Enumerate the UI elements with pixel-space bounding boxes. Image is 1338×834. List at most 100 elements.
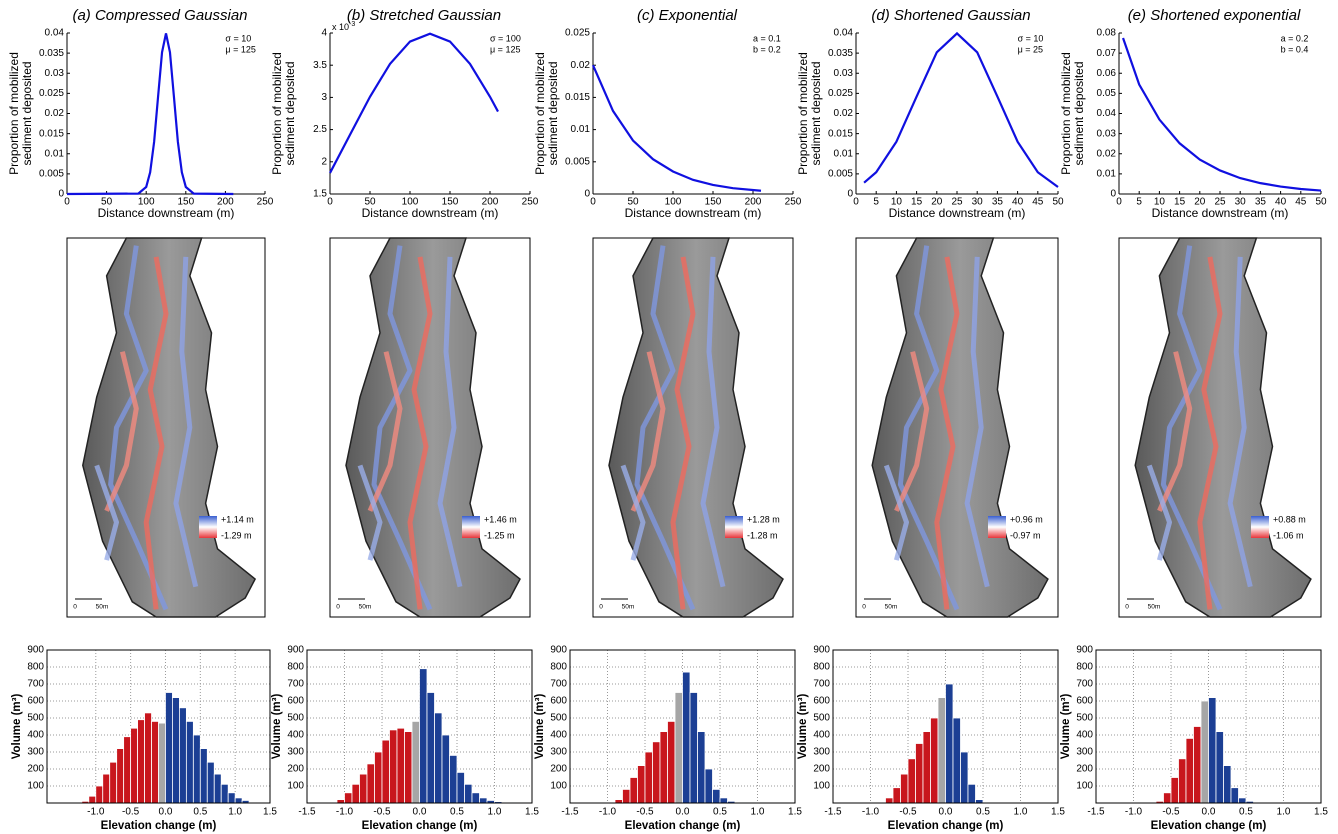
x-tick-label: 15 <box>911 197 923 208</box>
x-tick-label: 0.0 <box>939 807 953 818</box>
y-tick-label: 800 <box>287 662 304 673</box>
y-tick-label: 700 <box>287 679 304 690</box>
annotation: σ = 10 <box>1018 33 1044 43</box>
scale-label: 50m <box>622 604 635 611</box>
bar <box>622 789 631 804</box>
y-axis-label: Proportion of mobilized <box>270 52 284 175</box>
bar <box>1200 700 1209 804</box>
y-tick-label: 2.5 <box>313 124 327 135</box>
x-tick-label: 45 <box>1295 197 1307 208</box>
x-tick-label: 0.5 <box>1239 807 1253 818</box>
bar <box>1223 765 1232 804</box>
bar <box>629 777 638 804</box>
channel <box>883 464 909 561</box>
y-tick-label: 100 <box>550 781 567 792</box>
bar <box>682 671 691 804</box>
channel <box>437 256 463 588</box>
bar <box>389 729 398 804</box>
bar <box>88 795 97 804</box>
x-tick-label: 40 <box>1012 197 1024 208</box>
bar <box>172 697 180 804</box>
bar <box>213 773 222 804</box>
bar <box>945 683 954 804</box>
plot-frame <box>46 649 271 804</box>
bar <box>144 712 152 804</box>
y-tick-label: 300 <box>813 747 830 758</box>
multiplier-base: x 10 <box>332 22 349 32</box>
annotation: σ = 10 <box>225 33 251 43</box>
x-tick-label: 15 <box>1174 197 1186 208</box>
x-tick-label: 1.0 <box>488 807 502 818</box>
bar <box>900 773 909 804</box>
x-tick-label: 50 <box>1315 197 1327 208</box>
curve <box>863 31 1059 188</box>
annotation: μ = 25 <box>1018 44 1043 54</box>
scale-label: 0 <box>862 604 866 611</box>
chart-title: (c) Exponential <box>637 7 738 24</box>
x-tick-label: 0.0 <box>1202 807 1216 818</box>
bar <box>960 751 969 804</box>
y-axis-label: Volume (m³) <box>271 694 283 760</box>
bar <box>449 755 458 804</box>
y-tick-label: 0.02 <box>834 108 854 119</box>
x-tick-label: 200 <box>217 197 234 208</box>
legend-ramp <box>988 516 1006 538</box>
bar <box>659 731 668 804</box>
y-tick-label: 500 <box>1076 713 1093 724</box>
bar <box>158 722 166 804</box>
x-axis-label: Distance downstream (m) <box>889 206 1026 220</box>
x-tick-label: 30 <box>972 197 984 208</box>
y-tick-label: 200 <box>27 764 44 775</box>
bar <box>1185 738 1194 804</box>
y-tick-label: 200 <box>550 764 567 775</box>
y-tick-label: 0.015 <box>39 128 64 139</box>
x-tick-label: 10 <box>891 197 903 208</box>
y-tick-label: 0.05 <box>1097 88 1117 99</box>
bar <box>109 761 118 804</box>
scale-label: 0 <box>599 604 603 611</box>
channel <box>143 256 169 610</box>
x-axis-label: Distance downstream (m) <box>362 206 499 220</box>
x-tick-label: 100 <box>138 197 155 208</box>
channel <box>620 464 646 561</box>
channel <box>407 256 433 610</box>
x-tick-label: 5 <box>873 197 879 208</box>
y-tick-label: 900 <box>27 645 44 656</box>
bar <box>336 799 345 804</box>
x-tick-label: 150 <box>177 197 194 208</box>
x-tick-label: 25 <box>951 197 963 208</box>
y-tick-label: 0.03 <box>834 68 854 79</box>
x-axis-label: Elevation change (m) <box>101 820 217 832</box>
y-tick-label: 0.01 <box>45 148 65 159</box>
y-tick-label: 100 <box>287 781 304 792</box>
x-tick-label: 35 <box>1255 197 1267 208</box>
y-tick-label: 600 <box>287 696 304 707</box>
x-tick-label: 1.0 <box>1277 807 1291 818</box>
x-tick-label: 0.5 <box>193 807 207 818</box>
x-tick-label: 100 <box>402 197 419 208</box>
channel <box>1146 464 1172 561</box>
bar <box>234 797 243 804</box>
bar <box>1230 787 1239 804</box>
x-tick-label: 25 <box>1214 197 1226 208</box>
bar <box>456 772 465 804</box>
x-tick-label: -1.0 <box>599 807 617 818</box>
x-axis-label: Distance downstream (m) <box>98 206 235 220</box>
plot-frame <box>1095 649 1322 804</box>
bar <box>411 721 420 804</box>
channel <box>934 256 960 610</box>
x-tick-label: -0.5 <box>373 807 391 818</box>
y-tick-label: 300 <box>287 747 304 758</box>
x-tick-label: 0 <box>1116 197 1122 208</box>
x-tick-label: 50 <box>627 197 639 208</box>
x-tick-label: -0.5 <box>122 807 140 818</box>
y-tick-label: 500 <box>813 713 830 724</box>
plot-frame <box>569 649 796 804</box>
x-tick-label: 0.0 <box>413 807 427 818</box>
y-tick-label: 0.035 <box>39 48 64 59</box>
x-tick-label: -1.0 <box>87 807 105 818</box>
bar <box>471 792 480 804</box>
y-tick-label: 700 <box>550 679 567 690</box>
scale-label: 0 <box>73 604 77 611</box>
scale-label: 50m <box>885 604 898 611</box>
